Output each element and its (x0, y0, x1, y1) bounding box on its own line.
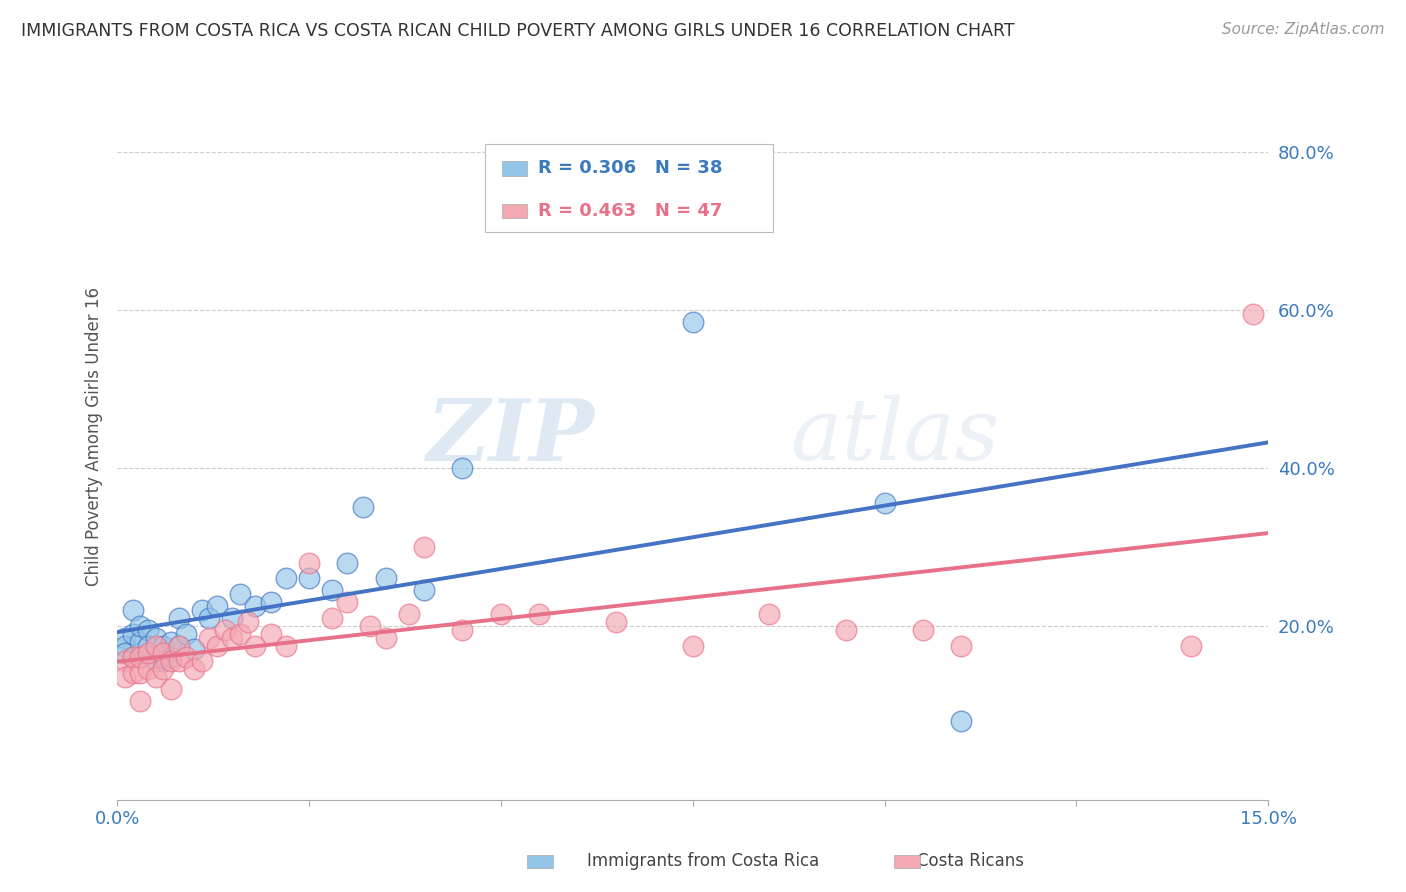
Point (221, 611, 243, 625)
Point (1241, 307, 1264, 321)
Point (167, 654, 190, 668)
Point (259, 626, 281, 640)
Point (205, 639, 228, 653)
Point (236, 615, 259, 629)
Point (160, 654, 183, 668)
Point (274, 639, 297, 653)
Point (145, 654, 167, 668)
Point (121, 650, 143, 665)
Point (152, 647, 174, 661)
Text: IMMIGRANTS FROM COSTA RICA VS COSTA RICAN CHILD POVERTY AMONG GIRLS UNDER 16 COR: IMMIGRANTS FROM COSTA RICA VS COSTA RICA… (21, 22, 1015, 40)
Point (214, 623, 236, 637)
Point (190, 603, 212, 617)
Point (152, 654, 174, 668)
Text: Immigrants from Costa Rica: Immigrants from Costa Rica (586, 852, 820, 870)
Point (167, 639, 190, 653)
Point (129, 650, 152, 665)
Point (145, 631, 167, 645)
Point (359, 619, 381, 633)
Point (160, 650, 183, 665)
Text: R = 0.463   N = 47: R = 0.463 N = 47 (538, 202, 723, 220)
Point (950, 639, 973, 653)
Point (259, 595, 281, 609)
Point (682, 639, 704, 653)
Point (145, 639, 167, 653)
Point (114, 631, 136, 645)
Point (121, 626, 143, 640)
Point (451, 460, 474, 475)
Point (174, 650, 197, 665)
Point (160, 634, 183, 648)
Point (229, 587, 252, 601)
Point (413, 540, 436, 554)
Point (911, 623, 934, 637)
Point (121, 650, 143, 665)
Point (221, 631, 243, 645)
Point (198, 631, 221, 645)
Point (121, 666, 143, 681)
Point (114, 647, 136, 661)
Point (136, 662, 159, 676)
Point (114, 639, 136, 653)
Point (174, 626, 197, 640)
Point (167, 639, 190, 653)
Point (352, 500, 374, 515)
Point (489, 607, 512, 621)
Point (121, 603, 143, 617)
Point (950, 714, 973, 728)
Point (145, 670, 167, 684)
Point (129, 634, 152, 648)
Point (160, 681, 183, 696)
Point (298, 556, 321, 570)
Point (835, 623, 858, 637)
Point (336, 556, 359, 570)
Point (298, 571, 321, 585)
Point (274, 571, 297, 585)
Point (1180, 639, 1202, 653)
Point (183, 662, 205, 676)
Point (245, 639, 267, 653)
Point (374, 571, 396, 585)
Point (374, 631, 396, 645)
Point (136, 639, 159, 653)
Point (245, 599, 267, 613)
Text: atlas: atlas (790, 395, 1000, 477)
Point (129, 619, 152, 633)
Point (136, 647, 159, 661)
Point (183, 642, 205, 657)
Point (114, 670, 136, 684)
Point (152, 662, 174, 676)
Point (152, 639, 174, 653)
Point (321, 583, 343, 598)
Point (758, 607, 780, 621)
Text: R = 0.306   N = 38: R = 0.306 N = 38 (538, 160, 723, 178)
Text: Source: ZipAtlas.com: Source: ZipAtlas.com (1222, 22, 1385, 37)
Point (398, 607, 420, 621)
Point (136, 623, 159, 637)
Point (114, 654, 136, 668)
Point (129, 694, 152, 708)
Point (336, 595, 359, 609)
Point (413, 583, 436, 598)
Point (321, 611, 343, 625)
Y-axis label: Child Poverty Among Girls Under 16: Child Poverty Among Girls Under 16 (86, 286, 103, 586)
Text: ZIP: ZIP (427, 394, 595, 478)
Point (873, 496, 896, 510)
Point (529, 607, 551, 621)
Point (198, 611, 221, 625)
Point (451, 623, 474, 637)
Point (682, 315, 704, 329)
Point (229, 626, 252, 640)
Text: Costa Ricans: Costa Ricans (917, 852, 1024, 870)
Point (605, 615, 627, 629)
Point (205, 599, 228, 613)
Point (129, 666, 152, 681)
Point (167, 611, 190, 625)
Point (190, 654, 212, 668)
